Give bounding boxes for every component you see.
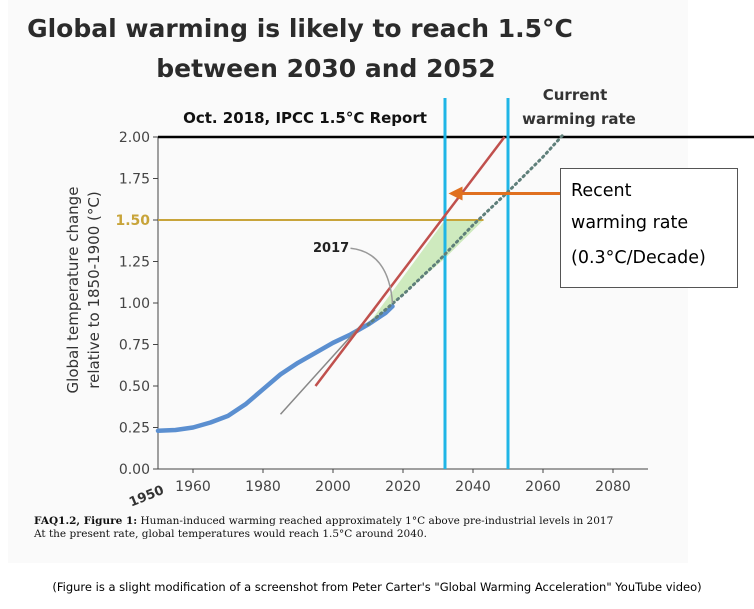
- x-tick-label: 2060: [525, 479, 561, 495]
- x-tick-label: 2040: [455, 479, 491, 495]
- caption-line-2: At the present rate, global temperatures…: [34, 528, 427, 540]
- year-pointer: [350, 247, 394, 304]
- callout-line-2: warming rate: [571, 213, 689, 233]
- x-tick-label: 2080: [595, 479, 631, 495]
- year-2017-label: 2017: [313, 241, 349, 256]
- y-tick-label: 0.00: [119, 462, 150, 478]
- y-axis-label-2: relative to 1850-1900 (°C): [85, 191, 103, 388]
- callout-line-1: Recent: [571, 181, 632, 201]
- y-tick-label: 1.50: [115, 213, 150, 229]
- report-label: Oct. 2018, IPCC 1.5°C Report: [183, 109, 427, 127]
- y-axis-label-1: Global temperature change: [64, 187, 82, 394]
- title-line-1: Global warming is likely to reach 1.5°C: [27, 14, 573, 43]
- y-tick-label: 1.75: [119, 172, 150, 188]
- x-tick-label: 2000: [315, 479, 351, 495]
- caption-bold: FAQ1.2, Figure 1:: [34, 515, 138, 527]
- callout-line-3: (0.3°C/Decade): [571, 248, 706, 268]
- x-tick-label: 1980: [245, 479, 281, 495]
- current-rate-projection: [366, 132, 566, 327]
- x-start-label: 1950: [127, 483, 166, 510]
- source-note: (Figure is a slight modification of a sc…: [52, 580, 702, 594]
- y-tick-label: 1.00: [119, 296, 150, 312]
- recent-rate-line: [314, 136, 506, 387]
- current-rate-label-1: Current: [543, 86, 608, 104]
- y-tick-label: 0.25: [119, 421, 150, 437]
- current-rate-label-2: warming rate: [522, 110, 636, 128]
- y-tick-label: 1.25: [119, 255, 150, 271]
- x-tick-label: 2020: [385, 479, 421, 495]
- recent-rate-callout: Recent warming rate (0.3°C/Decade): [560, 168, 738, 288]
- y-tick-label: 2.00: [119, 130, 150, 146]
- caption-line-1: Human-induced warming reached approximat…: [137, 515, 614, 527]
- observed-warming-line: [155, 304, 395, 434]
- figure-caption: FAQ1.2, Figure 1: Human-induced warming …: [34, 515, 674, 541]
- y-tick-label: 0.50: [119, 379, 150, 395]
- title-line-2: between 2030 and 2052: [156, 54, 496, 83]
- y-tick-label: 0.75: [119, 338, 150, 354]
- x-tick-label: 1960: [175, 479, 211, 495]
- arrow-head: [448, 186, 463, 201]
